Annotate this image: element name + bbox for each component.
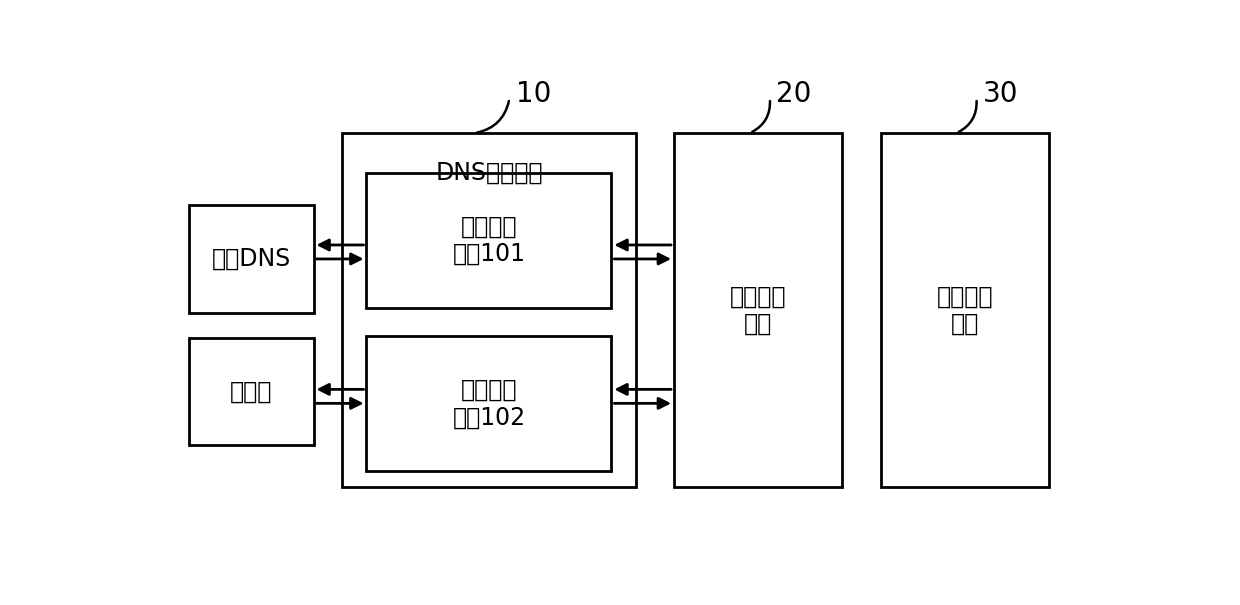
Text: 10: 10: [516, 80, 551, 108]
Text: 配置调度
模块: 配置调度 模块: [730, 284, 786, 336]
Text: 20: 20: [776, 80, 811, 108]
Text: 客户端: 客户端: [229, 380, 273, 404]
Bar: [880, 133, 1049, 487]
Text: 动态配置
中心: 动态配置 中心: [936, 284, 993, 336]
Bar: [367, 336, 611, 471]
Text: 第二接入
模块102: 第二接入 模块102: [453, 378, 526, 430]
Bar: [342, 133, 635, 487]
Text: 第一接入
模块101: 第一接入 模块101: [453, 214, 526, 266]
Bar: [188, 338, 314, 445]
Bar: [188, 205, 314, 313]
Text: 30: 30: [982, 80, 1018, 108]
Bar: [675, 133, 842, 487]
Text: DNS接入模块: DNS接入模块: [435, 161, 543, 185]
Text: 本地DNS: 本地DNS: [212, 247, 290, 271]
Bar: [367, 173, 611, 308]
